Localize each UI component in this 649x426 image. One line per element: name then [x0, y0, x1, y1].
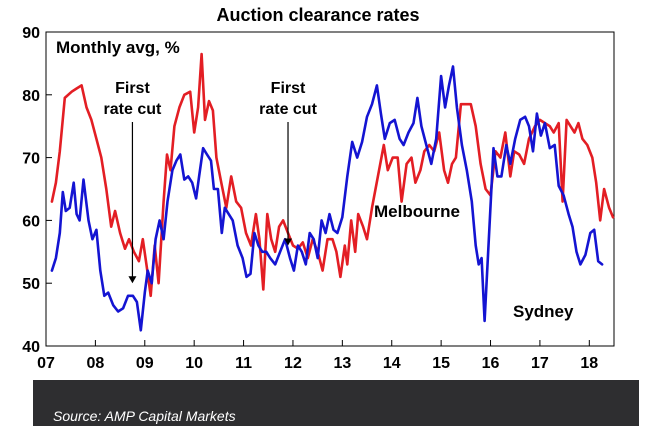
- annotation-text: rate cut: [104, 101, 162, 118]
- x-tick-label: 16: [482, 355, 500, 372]
- y-tick-label: 80: [22, 88, 40, 105]
- source-footer: Source: AMP Capital Markets: [33, 380, 639, 426]
- x-tick-label: 09: [136, 355, 154, 372]
- chart-title: Auction clearance rates: [216, 5, 419, 25]
- x-axis: 07 08 09 10 11 12 13 14 15 16 17 18: [37, 340, 598, 372]
- x-tick-label: 17: [531, 355, 549, 372]
- annotation-arrow-head: [128, 276, 137, 284]
- x-tick-label: 08: [86, 355, 104, 372]
- y-tick-label: 70: [22, 151, 40, 168]
- x-tick-label: 12: [284, 355, 302, 372]
- x-tick-label: 10: [185, 355, 203, 372]
- annotation-text: First: [271, 80, 306, 97]
- annotations: First rate cut First rate cut: [104, 80, 318, 284]
- series-line-sydney: [50, 65, 604, 332]
- y-tick-label: 60: [22, 213, 40, 230]
- series-label-sydney: Sydney: [513, 302, 574, 321]
- source-text: Source: AMP Capital Markets: [53, 408, 236, 424]
- x-tick-label: 07: [37, 355, 55, 372]
- y-axis: 40 50 60 70 80 90: [22, 25, 52, 356]
- x-tick-label: 14: [383, 355, 401, 372]
- series-line-melbourne: [50, 52, 615, 298]
- series-label-melbourne: Melbourne: [374, 202, 460, 221]
- annotation-arrow-head: [284, 238, 293, 246]
- chart-area: Auction clearance rates Monthly avg, % 4…: [22, 5, 615, 372]
- y-tick-label: 40: [22, 339, 40, 356]
- series-layer: [50, 52, 615, 332]
- plot-frame: [45, 31, 615, 347]
- x-tick-label: 18: [580, 355, 598, 372]
- x-tick-label: 13: [333, 355, 351, 372]
- line-chart: Auction clearance rates Monthly avg, % 4…: [22, 5, 615, 372]
- annotation-text: rate cut: [259, 101, 317, 118]
- x-tick-label: 15: [432, 355, 450, 372]
- x-tick-label: 11: [235, 355, 252, 372]
- y-tick-label: 50: [22, 276, 40, 293]
- y-tick-label: 90: [22, 25, 40, 42]
- annotation-text: First: [115, 80, 150, 97]
- y-axis-label: Monthly avg, %: [56, 38, 180, 57]
